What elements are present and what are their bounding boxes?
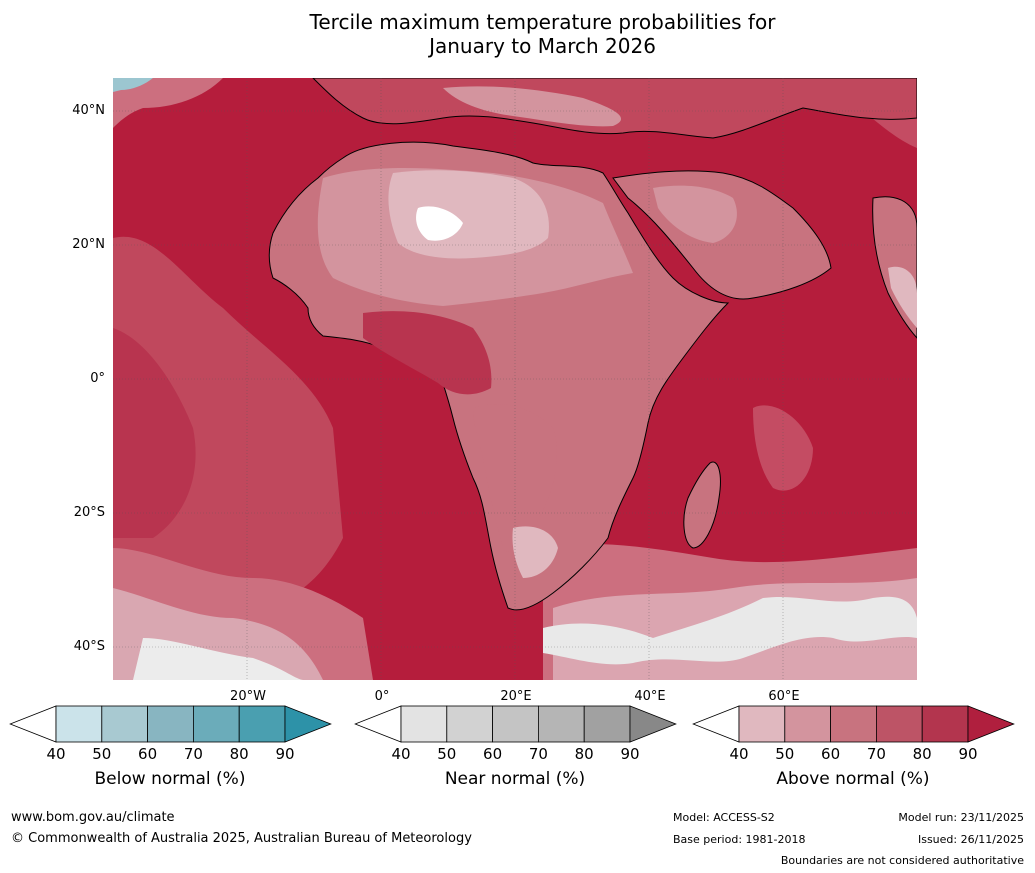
below-colorbar-segment (101, 705, 149, 743)
above-colorbar-tick: 80 (912, 745, 932, 763)
above-colorbar-upper-extend (967, 705, 1015, 743)
lon-label-60e: 60°E (768, 689, 800, 704)
below-colorbar-tick: 70 (183, 745, 203, 763)
above-colorbar-tick: 40 (729, 745, 749, 763)
below-colorbar-tick: 50 (92, 745, 112, 763)
madagascar (683, 461, 721, 549)
below-colorbar-lower-extend (9, 705, 57, 743)
above-colorbar-segment (784, 705, 831, 743)
below-colorbar-tick: 60 (138, 745, 158, 763)
title-line-1: Tercile maximum temperature probabilitie… (309, 10, 776, 34)
below-normal-label: Below normal (%) (94, 769, 246, 789)
lat-label-40s: 40°S (73, 639, 105, 654)
lat-label-20s: 20°S (73, 505, 105, 520)
model-info: Model: ACCESS-S2 (673, 811, 775, 824)
probability-map (113, 78, 917, 680)
near-colorbar-segment (446, 705, 493, 743)
lon-label-20w: 20°W (230, 689, 266, 704)
lon-label-40e: 40°E (634, 689, 666, 704)
below-colorbar-segment (147, 705, 194, 743)
footer-url[interactable]: www.bom.gov.au/climate (11, 810, 175, 825)
footer-copyright: © Commonwealth of Australia 2025, Austra… (11, 831, 472, 846)
above-colorbar-tick: 50 (775, 745, 795, 763)
above-normal-label: Above normal (%) (776, 769, 930, 789)
below-colorbar-upper-extend (284, 705, 332, 743)
above-colorbar-lower-extend (692, 705, 740, 743)
boundaries-disclaimer: Boundaries are not considered authoritat… (780, 854, 1024, 867)
below-colorbar-segment (238, 705, 286, 743)
graticule (113, 78, 917, 680)
above-colorbar-tick: 70 (866, 745, 886, 763)
lat-label-20n: 20°N (72, 237, 105, 252)
near-colorbar-segment (400, 705, 448, 743)
below-colorbar-segment (192, 705, 240, 743)
near-colorbar-tick: 90 (620, 745, 640, 763)
below-colorbar-tick: 80 (229, 745, 249, 763)
title-line-2: January to March 2026 (429, 34, 656, 58)
near-colorbar-upper-extend (629, 705, 677, 743)
lon-label-0: 0° (374, 689, 390, 704)
lat-label-equator: 0° (90, 371, 105, 386)
lon-label-20e: 20°E (500, 689, 532, 704)
issued-info: Issued: 26/11/2025 (917, 833, 1024, 846)
colorbars (9, 705, 1015, 743)
model-run-info: Model run: 23/11/2025 (898, 811, 1024, 824)
land (268, 78, 917, 611)
near-colorbar-segment (492, 705, 539, 743)
near-colorbar-tick: 60 (483, 745, 503, 763)
above-colorbar-segment (921, 705, 969, 743)
above-colorbar-segment (738, 705, 786, 743)
above-colorbar-segment (830, 705, 877, 743)
below-colorbar-tick: 40 (46, 745, 66, 763)
near-colorbar-segment (538, 705, 585, 743)
near-colorbar-tick: 80 (574, 745, 594, 763)
near-colorbar-lower-extend (354, 705, 402, 743)
near-colorbar-tick: 40 (391, 745, 411, 763)
above-colorbar-segment (876, 705, 923, 743)
below-colorbar-segment (55, 705, 103, 743)
near-colorbar-tick: 50 (437, 745, 457, 763)
ocean-patches (113, 78, 917, 680)
above-colorbar-tick: 60 (821, 745, 841, 763)
chart-title: Tercile maximum temperature probabilitie… (0, 10, 1035, 58)
near-colorbar-segment (583, 705, 631, 743)
base-period-info: Base period: 1981-2018 (673, 833, 806, 846)
below-colorbar-tick: 90 (275, 745, 295, 763)
near-normal-label: Near normal (%) (444, 769, 586, 789)
above-colorbar-tick: 90 (958, 745, 978, 763)
near-colorbar-tick: 70 (528, 745, 548, 763)
lat-label-40n: 40°N (72, 103, 105, 118)
